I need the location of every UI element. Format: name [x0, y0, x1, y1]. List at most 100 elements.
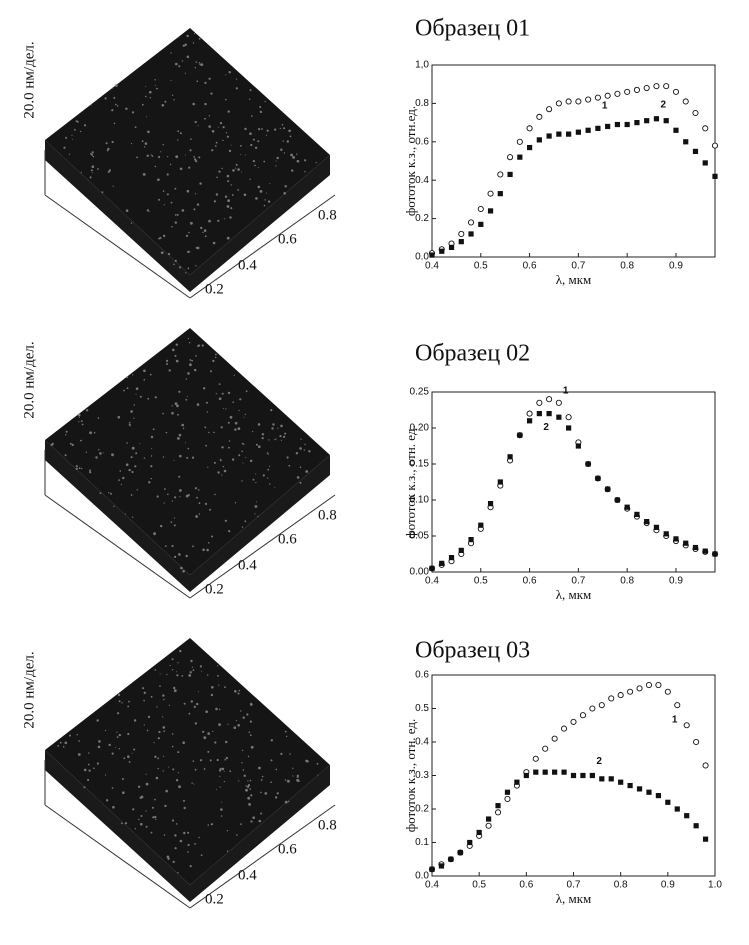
afm-speckle	[177, 662, 179, 664]
point-square	[624, 121, 630, 128]
afm-speckle	[72, 138, 74, 140]
point-circle	[604, 92, 611, 99]
afm-speckle	[178, 36, 180, 38]
afm-speckle	[126, 376, 129, 379]
point-circle	[497, 171, 504, 178]
afm-speckle	[240, 171, 242, 173]
chart-title: Образец 01	[415, 16, 530, 42]
afm-speckle	[179, 454, 182, 458]
afm-speckle	[220, 808, 223, 811]
afm-speckle	[299, 466, 302, 469]
afm-speckle	[235, 78, 238, 80]
afm-speckle	[207, 542, 210, 544]
point-circle	[504, 795, 511, 803]
point-circle	[526, 125, 533, 132]
afm-speckle	[304, 171, 306, 173]
afm-speckle	[133, 748, 136, 751]
afm-speckle	[247, 755, 250, 758]
afm-speckle	[182, 44, 185, 47]
afm-tick-label: 0.2	[205, 281, 224, 297]
afm-speckle	[177, 437, 180, 440]
afm-speckle	[214, 741, 217, 744]
afm-speckle	[173, 524, 176, 527]
afm-tick-label: 0.6	[278, 231, 297, 247]
afm-speckle	[164, 545, 167, 547]
afm-speckle	[261, 433, 265, 436]
afm-speckle	[75, 467, 78, 470]
afm-speckle	[224, 686, 226, 688]
afm-speckle	[185, 154, 186, 156]
afm-speckle	[154, 84, 156, 86]
afm-speckle	[123, 757, 126, 760]
afm-speckle	[244, 520, 247, 523]
afm-tick-label: 0.6	[278, 531, 297, 547]
point-square	[605, 123, 611, 130]
afm-speckle	[164, 488, 166, 490]
afm-speckle	[172, 768, 175, 771]
afm-speckle	[267, 477, 269, 479]
afm-speckle	[188, 712, 191, 715]
afm-speckle	[234, 690, 237, 693]
afm-speckle	[275, 165, 277, 167]
afm-speckle	[83, 786, 86, 789]
y-tick-label: 0.2	[415, 804, 429, 815]
afm-speckle	[252, 478, 255, 481]
x-tick-label: 0.9	[669, 576, 683, 587]
afm-speckle	[245, 788, 248, 792]
afm-speckle	[125, 107, 128, 110]
afm-speckle	[126, 387, 129, 390]
afm-speckle	[118, 700, 121, 703]
afm-speckle	[255, 443, 258, 446]
afm-speckle	[186, 34, 189, 38]
afm-speckle	[224, 759, 226, 761]
point-square	[653, 524, 660, 530]
afm-speckle	[147, 130, 150, 134]
afm-speckle	[207, 824, 210, 826]
point-circle	[467, 219, 475, 226]
afm-speckle	[224, 519, 227, 522]
y-tick-label: 0.25	[410, 387, 430, 398]
point-circle	[458, 230, 465, 238]
afm-speckle	[226, 135, 229, 138]
afm-speckle	[179, 167, 183, 171]
afm-speckle	[219, 767, 222, 770]
afm-speckle	[192, 545, 194, 548]
point-circle	[589, 705, 596, 712]
afm-speckle	[257, 140, 260, 143]
afm-speckle	[262, 474, 265, 477]
afm-speckle	[218, 723, 222, 726]
point-circle	[682, 98, 689, 105]
point-square	[438, 863, 445, 869]
afm-speckle	[225, 408, 227, 410]
afm-speckle	[154, 396, 157, 399]
afm-speckle	[194, 768, 197, 771]
y-tick-label: 0.6	[415, 136, 429, 147]
afm-speckle	[162, 190, 165, 192]
afm-speckle	[168, 369, 171, 372]
afm-speckle	[62, 745, 65, 748]
afm-speckle	[166, 673, 168, 676]
point-square	[585, 127, 591, 133]
afm-speckle	[270, 409, 273, 412]
afm-speckle	[175, 155, 179, 159]
afm-speckle	[282, 140, 284, 142]
afm-speckle	[274, 438, 276, 441]
afm-speckle	[182, 741, 185, 744]
afm-speckle	[184, 43, 187, 46]
afm-speckle	[172, 860, 175, 864]
afm-speckle	[91, 165, 95, 168]
afm-speckle	[243, 774, 246, 777]
afm-speckle	[134, 465, 137, 468]
afm-panel: 20.0 нм/дел. 0.2 0.4 0.6 0.8	[21, 638, 337, 909]
afm-speckle	[98, 449, 100, 451]
afm-speckle	[202, 548, 205, 552]
point-square	[497, 479, 503, 485]
afm-speckle	[162, 412, 164, 415]
afm-speckle	[102, 452, 104, 454]
afm-speckle	[260, 791, 262, 794]
afm-speckle	[198, 62, 201, 64]
afm-speckle	[249, 734, 252, 737]
afm-speckle	[244, 154, 246, 156]
point-square	[487, 208, 494, 214]
